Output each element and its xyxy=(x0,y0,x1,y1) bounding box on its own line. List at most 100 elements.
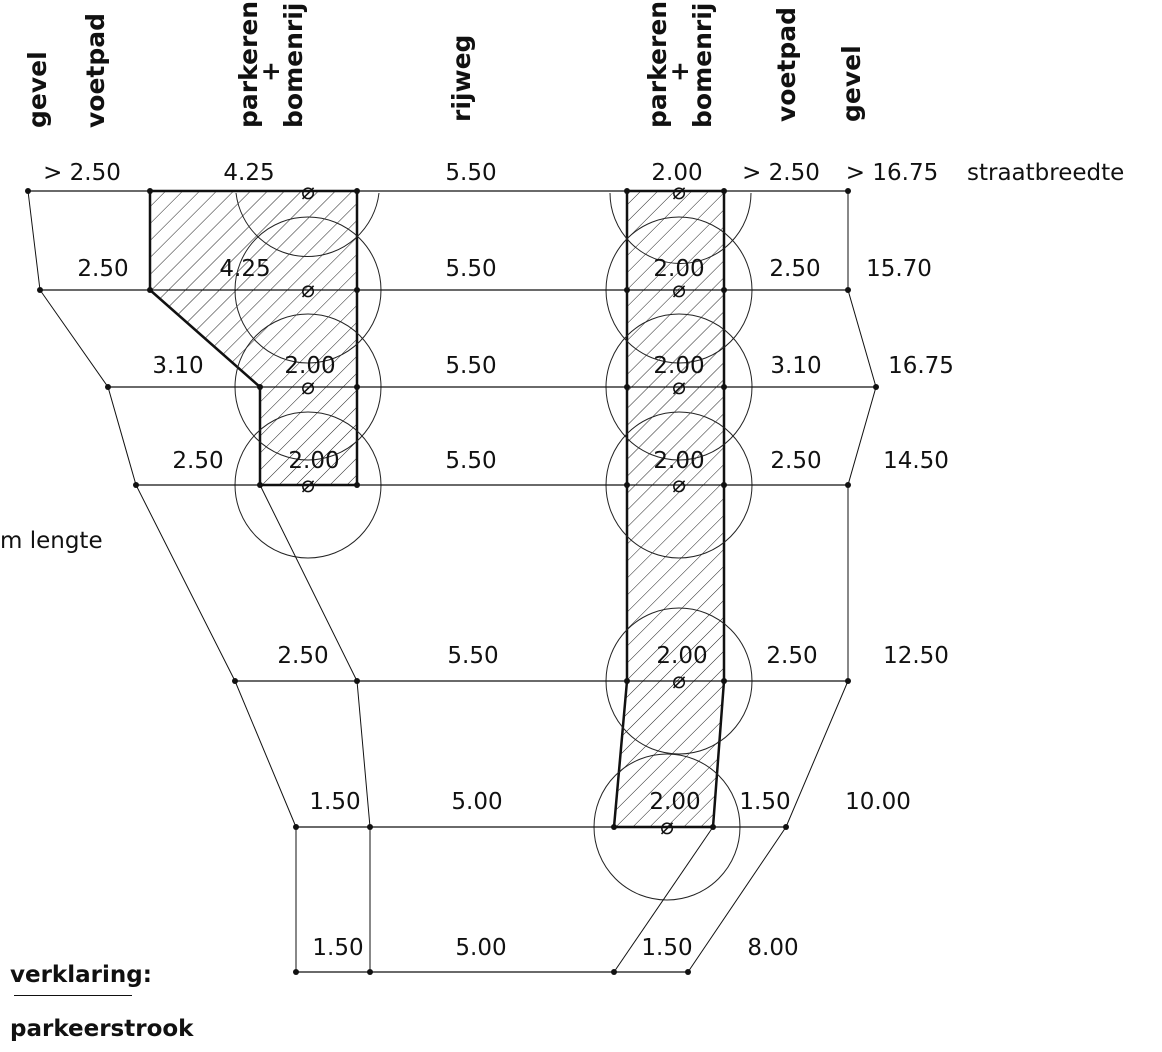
header-parkeren-right-line3: bomenrij xyxy=(688,3,717,128)
dim-rijweg: 5.50 xyxy=(445,160,496,186)
header-gevel-left: gevel xyxy=(23,51,52,128)
node xyxy=(232,678,238,684)
node xyxy=(354,287,360,293)
tree-crown-left-1 xyxy=(235,192,380,258)
parking-strips xyxy=(148,189,726,829)
dim-parkeren-right: 2.00 xyxy=(653,448,704,474)
parking-strip-right xyxy=(612,189,726,829)
dim-rijweg: 5.00 xyxy=(451,789,502,815)
header-parkeren-right-line1: parkeren xyxy=(643,1,672,128)
node xyxy=(611,969,617,975)
dim-total: > 16.75 xyxy=(846,160,938,186)
node xyxy=(721,482,727,488)
node xyxy=(257,384,263,390)
node xyxy=(710,824,716,830)
header-voetpad-right: voetpad xyxy=(772,7,801,122)
node xyxy=(624,482,630,488)
dim-parkeren-left: 2.00 xyxy=(284,353,335,379)
node xyxy=(611,824,617,830)
header-parkeren-left-line3: bomenrij xyxy=(279,3,308,128)
node xyxy=(624,384,630,390)
node xyxy=(721,188,727,194)
dim-voetpad-left: 2.50 xyxy=(77,256,128,282)
node xyxy=(721,384,727,390)
legend-title: verklaring: xyxy=(10,962,152,988)
header-parkeren-left: parkeren + bomenrij xyxy=(234,1,308,128)
node xyxy=(783,824,789,830)
node xyxy=(25,188,31,194)
node xyxy=(624,678,630,684)
dim-voetpad-right: 2.50 xyxy=(770,448,821,474)
node xyxy=(367,969,373,975)
dim-voetpad-left: 2.50 xyxy=(172,448,223,474)
length-label: m lengte xyxy=(0,528,103,554)
node xyxy=(685,969,691,975)
node xyxy=(624,287,630,293)
node xyxy=(293,824,299,830)
header-voetpad-left: voetpad xyxy=(81,13,110,128)
node xyxy=(624,188,630,194)
header-rijweg: rijweg xyxy=(447,35,476,122)
dim-parkeren-left: 2.00 xyxy=(288,448,339,474)
node xyxy=(133,482,139,488)
column-headers: gevel voetpad parkeren + bomenrij rijweg… xyxy=(23,1,866,128)
node xyxy=(105,384,111,390)
node xyxy=(293,969,299,975)
nodes xyxy=(25,188,879,975)
header-parkeren-right-plus: + xyxy=(665,61,694,82)
tree-symbol: ⌀ xyxy=(301,179,315,205)
legend-item-parkeerstrook: parkeerstrook xyxy=(10,1016,194,1042)
dim-voetpad-right: 1.50 xyxy=(739,789,790,815)
header-parkeren-right: parkeren + bomenrij xyxy=(643,1,717,128)
dim-parkeren-right: 2.00 xyxy=(653,353,704,379)
dim-total: 14.50 xyxy=(883,448,949,474)
dim-voetpad-right: 2.50 xyxy=(766,643,817,669)
node xyxy=(845,678,851,684)
node xyxy=(37,287,43,293)
dim-total: 12.50 xyxy=(883,643,949,669)
dim-parkeren-right: 2.00 xyxy=(656,643,707,669)
node xyxy=(354,384,360,390)
width-label: straatbreedte xyxy=(967,160,1124,186)
node xyxy=(354,482,360,488)
dim-rijweg: 5.50 xyxy=(445,448,496,474)
legend-divider xyxy=(14,995,132,996)
dim-voetpad-right: 3.10 xyxy=(770,353,821,379)
node xyxy=(147,287,153,293)
dim-rijweg: 5.50 xyxy=(447,643,498,669)
dim-total: 8.00 xyxy=(747,935,798,961)
dim-voetpad-left: 1.50 xyxy=(309,789,360,815)
header-gevel-right: gevel xyxy=(837,45,866,122)
node xyxy=(721,287,727,293)
dim-total: 16.75 xyxy=(888,353,954,379)
dim-total: 10.00 xyxy=(845,789,911,815)
kerb-line-right xyxy=(613,826,714,973)
profile-lines xyxy=(28,190,876,973)
node xyxy=(845,482,851,488)
node xyxy=(354,678,360,684)
dim-voetpad-left: 3.10 xyxy=(152,353,203,379)
node xyxy=(845,287,851,293)
tree-crown-right-1 xyxy=(609,192,752,264)
header-parkeren-left-line1: parkeren xyxy=(234,1,263,128)
dim-voetpad-right: 2.50 xyxy=(769,256,820,282)
node xyxy=(257,482,263,488)
dim-parkeren-left: 4.25 xyxy=(219,256,270,282)
dim-rijweg: 5.50 xyxy=(445,256,496,282)
dim-voetpad-right: 1.50 xyxy=(641,935,692,961)
dim-voetpad-left: 2.50 xyxy=(277,643,328,669)
connector-lines xyxy=(27,190,877,973)
header-parkeren-left-plus: + xyxy=(256,61,285,82)
dim-parkeren-right: 2.00 xyxy=(651,160,702,186)
node xyxy=(873,384,879,390)
dim-parkeren-left: 4.25 xyxy=(223,160,274,186)
node xyxy=(354,188,360,194)
kerb-line-left xyxy=(259,484,371,972)
node xyxy=(147,188,153,194)
dim-parkeren-right: 2.00 xyxy=(653,256,704,282)
dim-rijweg: 5.00 xyxy=(455,935,506,961)
dim-voetpad-left: > 2.50 xyxy=(43,160,121,186)
node xyxy=(721,678,727,684)
node xyxy=(845,188,851,194)
